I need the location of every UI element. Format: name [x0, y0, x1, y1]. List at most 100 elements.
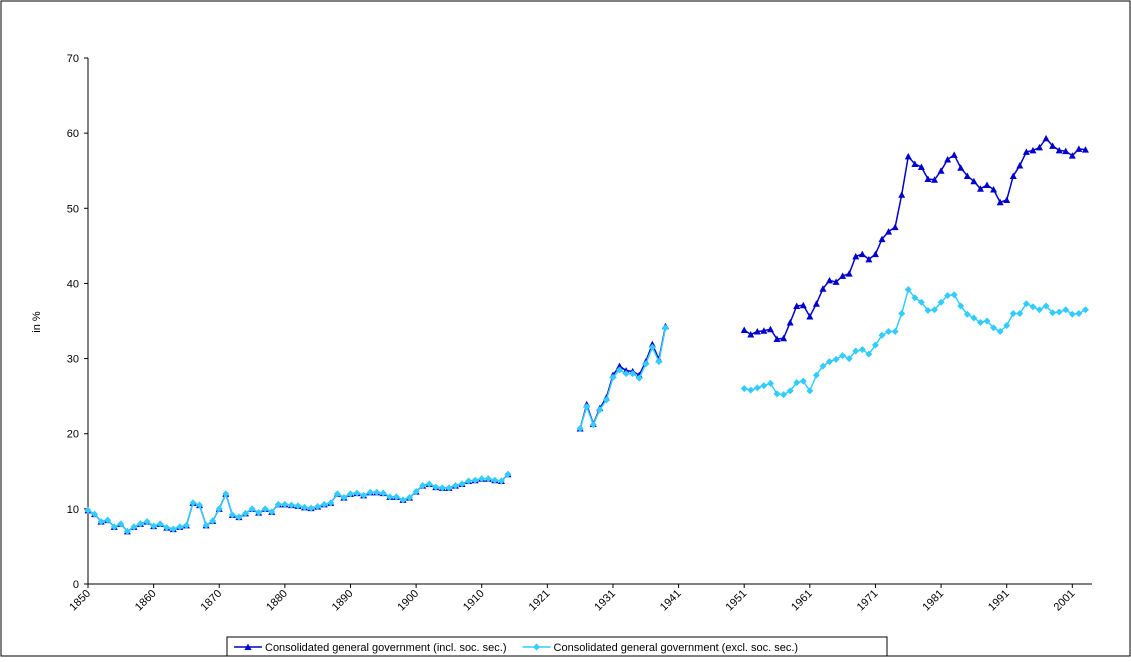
marker [1036, 143, 1044, 151]
marker [635, 374, 643, 382]
marker [399, 496, 407, 504]
marker [865, 255, 873, 263]
marker [878, 235, 886, 243]
marker [924, 175, 932, 182]
marker [832, 355, 840, 363]
marker [1009, 309, 1017, 317]
marker [1049, 142, 1057, 149]
marker [412, 488, 420, 496]
marker [314, 503, 322, 511]
marker [661, 324, 669, 332]
marker [786, 387, 794, 395]
marker [248, 505, 256, 513]
marker [438, 484, 446, 492]
marker [885, 228, 893, 235]
marker [904, 152, 912, 160]
marker [826, 276, 834, 284]
marker [215, 505, 223, 513]
marker [917, 298, 925, 306]
marker [432, 483, 440, 491]
marker [169, 525, 177, 533]
marker [885, 328, 893, 336]
marker [301, 503, 309, 511]
marker [97, 518, 105, 526]
marker [497, 477, 505, 485]
marker [871, 250, 879, 258]
marker [799, 301, 807, 309]
legend-label: Consolidated general government (excl. s… [554, 642, 799, 654]
marker [629, 370, 637, 378]
marker [1062, 306, 1070, 314]
marker [983, 317, 991, 325]
marker [268, 508, 276, 516]
marker [346, 490, 354, 498]
marker [976, 319, 984, 327]
marker [1022, 148, 1030, 155]
marker [950, 151, 958, 158]
marker [898, 309, 906, 317]
y-tick-label: 30 [67, 354, 79, 366]
marker [852, 252, 860, 260]
marker [819, 362, 827, 370]
marker [773, 390, 781, 398]
marker [911, 160, 919, 167]
marker [182, 521, 190, 529]
marker [740, 385, 748, 393]
marker [839, 272, 847, 279]
marker [196, 501, 204, 509]
marker [235, 513, 243, 521]
marker [976, 185, 984, 192]
legend-marker [533, 643, 541, 651]
marker [1029, 146, 1037, 154]
marker [983, 181, 991, 188]
marker [1055, 308, 1063, 316]
marker [1016, 161, 1024, 169]
marker [1055, 146, 1063, 154]
marker [1075, 309, 1083, 317]
marker [1081, 146, 1089, 153]
marker [130, 523, 138, 531]
legend-marker [244, 643, 252, 650]
marker [806, 387, 814, 395]
marker [419, 482, 427, 490]
marker [944, 155, 952, 163]
marker [373, 488, 381, 496]
marker [931, 306, 939, 314]
marker [786, 319, 794, 326]
marker [655, 358, 663, 366]
marker [970, 177, 978, 185]
marker [963, 310, 971, 318]
marker [163, 524, 171, 532]
marker [484, 475, 492, 483]
marker [1029, 303, 1037, 311]
marker [878, 331, 886, 339]
marker [222, 490, 230, 498]
marker [871, 341, 879, 349]
marker [307, 504, 315, 512]
marker [156, 520, 164, 528]
marker [241, 509, 249, 517]
marker [176, 523, 184, 531]
marker [451, 482, 459, 490]
marker [143, 518, 151, 526]
marker [281, 500, 289, 508]
marker [189, 499, 197, 507]
marker [136, 520, 144, 528]
marker [406, 494, 414, 502]
marker [478, 475, 486, 483]
marker [832, 278, 840, 285]
marker [123, 527, 131, 535]
marker [287, 501, 295, 509]
marker [602, 396, 610, 404]
marker [255, 509, 263, 517]
marker [1036, 306, 1044, 314]
marker [858, 346, 866, 354]
marker [990, 186, 998, 193]
y-tick-label: 20 [67, 429, 79, 441]
marker [826, 358, 834, 366]
marker [589, 421, 597, 429]
marker [392, 493, 400, 501]
marker [891, 223, 899, 231]
